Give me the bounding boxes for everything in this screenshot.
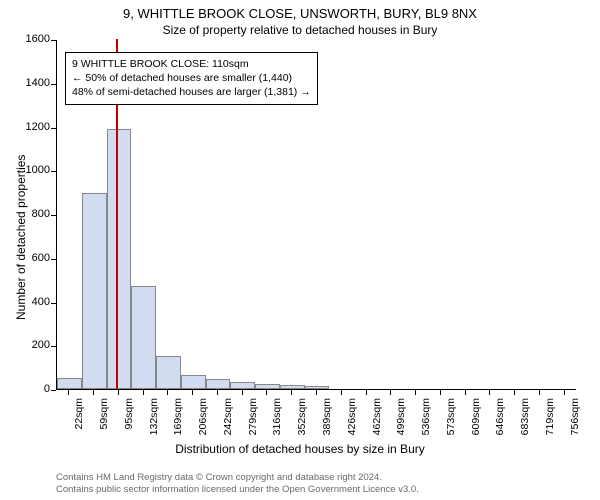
histogram-bar	[255, 384, 280, 389]
x-tick-mark	[440, 390, 441, 395]
x-tick-mark	[366, 390, 367, 395]
x-tick-label: 22sqm	[73, 398, 85, 443]
footer-line2: Contains public sector information licen…	[56, 484, 419, 496]
x-tick-mark	[68, 390, 69, 395]
x-tick-mark	[564, 390, 565, 395]
histogram-bar	[230, 382, 255, 389]
y-tick-label: 1200	[14, 121, 50, 133]
y-tick-label: 1600	[14, 33, 50, 45]
info-box: 9 WHITTLE BROOK CLOSE: 110sqm ← 50% of d…	[65, 52, 318, 105]
y-tick-label: 1000	[14, 164, 50, 176]
y-tick-label: 1400	[14, 77, 50, 89]
histogram-bar	[57, 378, 82, 389]
x-tick-label: 499sqm	[395, 398, 407, 443]
histogram-bar	[206, 379, 231, 389]
x-tick-label: 132sqm	[148, 398, 160, 443]
info-box-line2: ← 50% of detached houses are smaller (1,…	[72, 71, 311, 85]
info-box-line3: 48% of semi-detached houses are larger (…	[72, 85, 311, 99]
x-tick-mark	[167, 390, 168, 395]
x-tick-mark	[465, 390, 466, 395]
x-tick-label: 609sqm	[470, 398, 482, 443]
x-tick-mark	[192, 390, 193, 395]
x-tick-label: 426sqm	[346, 398, 358, 443]
histogram-bar	[107, 129, 132, 389]
histogram-bar	[280, 385, 305, 389]
x-tick-mark	[316, 390, 317, 395]
x-tick-mark	[266, 390, 267, 395]
chart-title-sub: Size of property relative to detached ho…	[0, 23, 600, 37]
x-tick-label: 242sqm	[222, 398, 234, 443]
x-tick-label: 683sqm	[519, 398, 531, 443]
x-tick-mark	[118, 390, 119, 395]
x-tick-mark	[341, 390, 342, 395]
x-tick-mark	[217, 390, 218, 395]
x-tick-label: 279sqm	[247, 398, 259, 443]
histogram-bar	[82, 193, 107, 389]
y-tick-label: 800	[14, 208, 50, 220]
x-tick-label: 316sqm	[271, 398, 283, 443]
x-tick-label: 59sqm	[98, 398, 110, 443]
x-tick-label: 206sqm	[197, 398, 209, 443]
y-tick-label: 0	[14, 383, 50, 395]
x-tick-label: 462sqm	[371, 398, 383, 443]
x-tick-label: 646sqm	[494, 398, 506, 443]
histogram-bar	[181, 375, 206, 389]
chart-title-main: 9, WHITTLE BROOK CLOSE, UNSWORTH, BURY, …	[0, 6, 600, 21]
y-tick-mark	[51, 390, 56, 391]
chart-title-block: 9, WHITTLE BROOK CLOSE, UNSWORTH, BURY, …	[0, 0, 600, 37]
histogram-bar	[131, 286, 156, 389]
y-tick-label: 400	[14, 296, 50, 308]
x-tick-label: 719sqm	[544, 398, 556, 443]
x-tick-label: 756sqm	[569, 398, 581, 443]
x-tick-mark	[390, 390, 391, 395]
x-tick-mark	[143, 390, 144, 395]
histogram-bar	[156, 356, 181, 389]
x-tick-mark	[489, 390, 490, 395]
footer: Contains HM Land Registry data © Crown c…	[56, 472, 419, 496]
x-tick-label: 389sqm	[321, 398, 333, 443]
x-tick-label: 352sqm	[296, 398, 308, 443]
footer-line1: Contains HM Land Registry data © Crown c…	[56, 472, 419, 484]
x-tick-mark	[242, 390, 243, 395]
x-tick-mark	[93, 390, 94, 395]
x-tick-mark	[291, 390, 292, 395]
info-box-line1: 9 WHITTLE BROOK CLOSE: 110sqm	[72, 57, 311, 71]
y-tick-label: 600	[14, 252, 50, 264]
histogram-bar	[305, 386, 330, 389]
y-tick-label: 200	[14, 339, 50, 351]
x-tick-mark	[539, 390, 540, 395]
x-tick-label: 536sqm	[420, 398, 432, 443]
x-tick-label: 573sqm	[445, 398, 457, 443]
x-tick-label: 169sqm	[172, 398, 184, 443]
x-tick-mark	[514, 390, 515, 395]
x-tick-label: 95sqm	[123, 398, 135, 443]
x-tick-mark	[415, 390, 416, 395]
x-axis-title: Distribution of detached houses by size …	[0, 442, 600, 456]
